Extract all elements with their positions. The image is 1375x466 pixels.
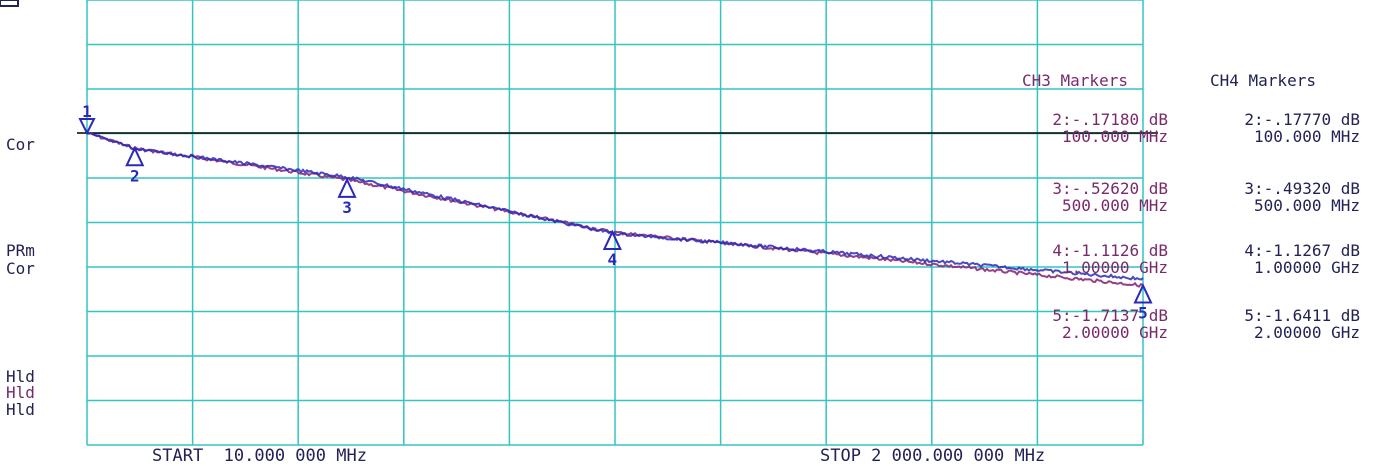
marker-3: 3 (337, 177, 357, 217)
ch3-marker-5-value: 5:-1.7137 dB (1052, 306, 1168, 325)
marker-5-label: 5 (1138, 304, 1148, 323)
status-cor-mid: Cor (6, 259, 35, 278)
ch3-marker-4-value: 4:-1.1126 dB (1052, 241, 1168, 260)
ch4-marker-3-value: 3:-.49320 dB (1244, 179, 1360, 198)
marker-1-icon (78, 118, 96, 136)
ch4-marker-table: CH4 Markers 2:-.17770 dB 100.000 MHz 3:-… (1210, 71, 1360, 342)
ch3-marker-4-freq: 1.00000 GHz (1062, 258, 1168, 277)
status-hld-1: Hld (6, 367, 35, 386)
ch4-marker-2-value: 2:-.17770 dB (1244, 110, 1360, 129)
status-hld-2: Hld (6, 383, 35, 402)
marker-3-label: 3 (342, 198, 352, 217)
ch4-marker-5-value: 5:-1.6411 dB (1244, 306, 1360, 325)
ch4-marker-2-freq: 100.000 MHz (1254, 127, 1360, 146)
ch4-markers-title: CH4 Markers (1210, 71, 1316, 90)
ch3-marker-2-freq: 100.000 MHz (1062, 127, 1168, 146)
stop-frequency: STOP 2 000.000 000 MHz (820, 446, 1045, 466)
ch3-marker-3-freq: 500.000 MHz (1062, 196, 1168, 215)
left-status-panel: Cor PRm Cor Hld Hld Hld (6, 135, 35, 419)
marker-5-icon (1133, 283, 1153, 304)
channel-indicator (0, 0, 19, 7)
marker-4-label: 4 (608, 250, 618, 269)
graticule (86, 0, 1144, 446)
marker-2-label: 2 (130, 166, 140, 185)
marker-4: 4 (602, 229, 622, 269)
status-hld-3: Hld (6, 400, 35, 419)
traces (86, 131, 1144, 288)
marker-1-label: 1 (82, 102, 92, 121)
ch4-marker-4-freq: 1.00000 GHz (1254, 258, 1360, 277)
marker-2: 2 (125, 145, 145, 185)
trace-ch4 (86, 131, 1144, 281)
status-prm: PRm (6, 241, 35, 260)
marker-5: 5 (1133, 283, 1153, 323)
ch4-marker-3-freq: 500.000 MHz (1254, 196, 1360, 215)
ch3-markers-title: CH3 Markers (1022, 71, 1128, 90)
ch3-marker-table: CH3 Markers 2:-.17180 dB 100.000 MHz 3:-… (1022, 71, 1168, 342)
start-frequency: START 10.000 000 MHz (152, 446, 367, 466)
ch3-marker-5-freq: 2.00000 GHz (1062, 323, 1168, 342)
status-cor-top: Cor (6, 135, 35, 154)
ch3-marker-2-value: 2:-.17180 dB (1052, 110, 1168, 129)
frequency-footer: START 10.000 000 MHz STOP 2 000.000 000 … (152, 446, 1045, 466)
marker-4-icon (602, 229, 622, 251)
ch4-marker-5-freq: 2.00000 GHz (1254, 323, 1360, 342)
marker-2-icon (125, 145, 145, 167)
ch3-marker-3-value: 3:-.52620 dB (1052, 179, 1168, 198)
ch4-marker-4-value: 4:-1.1267 dB (1244, 241, 1360, 260)
marker-3-icon (337, 177, 357, 198)
markers: 1 2 3 4 5 (78, 102, 1153, 323)
marker-1: 1 (78, 102, 96, 136)
